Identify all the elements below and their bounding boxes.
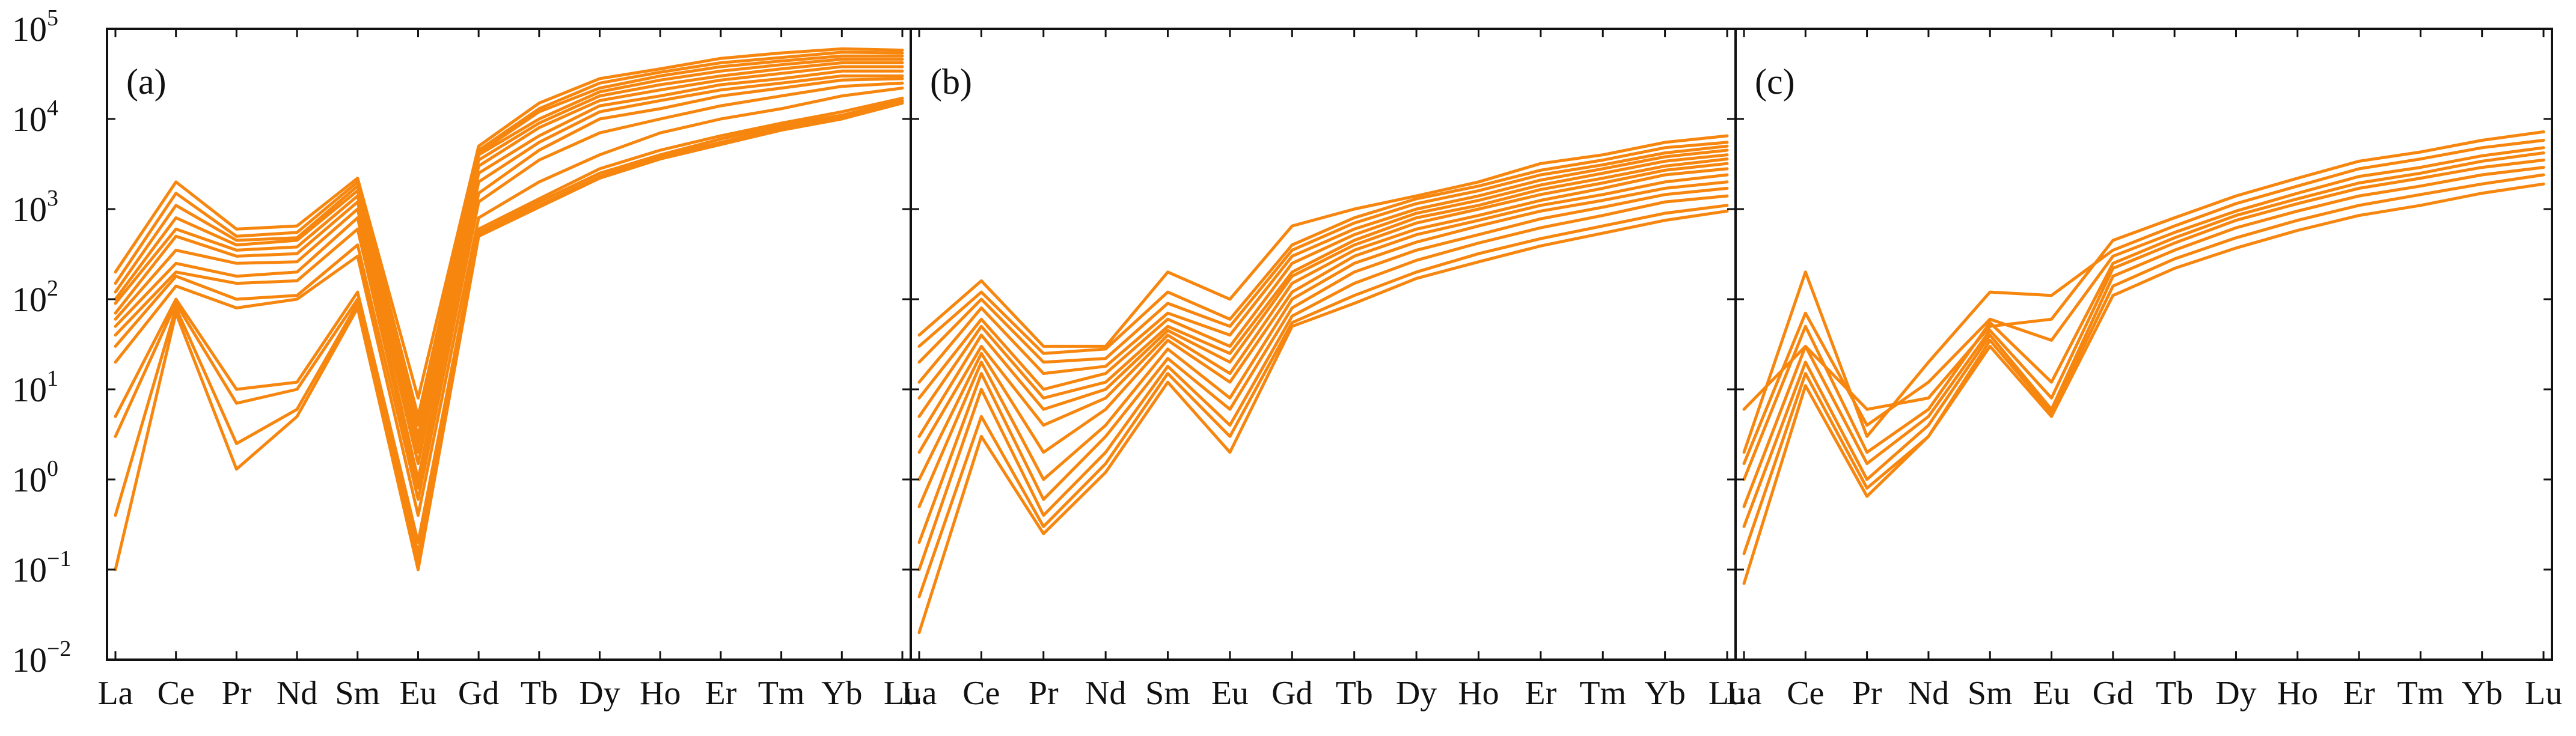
series-line — [1742, 182, 2545, 585]
series-line — [114, 87, 904, 517]
x-tick-label: Dy — [579, 675, 620, 712]
series-line — [114, 96, 904, 544]
series-line — [114, 102, 904, 571]
x-tick-label: Nd — [1085, 675, 1126, 712]
x-tick-label: Gd — [458, 675, 499, 712]
series-line — [114, 65, 904, 454]
panel-c: La Ce Pr Nd Sm Eu Gd Tb Dy Ho Er Tm Yb Lu (c) — [1726, 28, 2562, 712]
x-tick-label: Dy — [1396, 675, 1437, 712]
series-line — [1742, 130, 2545, 411]
x-tick-label: Gd — [1271, 675, 1312, 712]
series-group — [1742, 130, 2545, 585]
x-tick-label: Sm — [1145, 675, 1190, 712]
series-line — [917, 162, 1729, 438]
x-tick-label: Lu — [884, 675, 921, 712]
x-tick-label: Yb — [1644, 675, 1685, 712]
series-line — [114, 81, 904, 501]
series-line — [917, 167, 1729, 454]
y-tick-label: 10−2 — [12, 636, 71, 680]
x-tick-label: Tb — [521, 675, 558, 712]
x-tick-label: Er — [2343, 675, 2375, 712]
x-tick-label: Sm — [1968, 675, 2013, 712]
x-tick-label: Eu — [1211, 675, 1249, 712]
y-tick-label: 103 — [12, 186, 58, 229]
series-line — [1742, 139, 2545, 454]
series-line — [1742, 166, 2545, 528]
x-tick-label: Nd — [1908, 675, 1949, 712]
x-tick-label: Ce — [1787, 675, 1824, 712]
series-line — [114, 99, 904, 556]
x-tick-label: La — [97, 675, 133, 712]
series-group — [917, 134, 1729, 634]
series-line — [1742, 173, 2545, 556]
x-tick-label: Gd — [2093, 675, 2134, 712]
x-tick-label: Ce — [158, 675, 195, 712]
series-line — [917, 194, 1729, 571]
x-tick-label: Tm — [758, 675, 805, 712]
x-tick-label: La — [901, 675, 937, 712]
panel-a: La Ce Pr Nd Sm Eu Gd Tb Dy Ho Er Tm Yb Lu (a) — [97, 28, 921, 712]
x-tick-label: Tb — [2156, 675, 2193, 712]
series-line — [917, 144, 1729, 364]
x-tick-label: Ho — [2277, 675, 2318, 712]
series-line — [917, 134, 1729, 348]
series-line — [917, 173, 1729, 481]
x-tick-label: Yb — [821, 675, 862, 712]
series-line — [917, 141, 1729, 355]
series-line — [917, 153, 1729, 400]
x-tick-label: Pr — [1029, 675, 1059, 712]
series-line — [114, 74, 904, 481]
x-tick-label: Eu — [2033, 675, 2070, 712]
x-tick-label: Eu — [399, 675, 436, 712]
series-line — [1742, 151, 2545, 481]
y-tick-label: 101 — [12, 366, 58, 409]
x-tick-label: Tm — [2397, 675, 2444, 712]
series-line — [917, 157, 1729, 418]
x-tick-label: Pr — [1852, 675, 1882, 712]
series-line — [1742, 158, 2545, 508]
y-tick-label: 102 — [12, 276, 58, 319]
x-tick-label: Dy — [2215, 675, 2256, 712]
plot-frame — [106, 28, 2553, 661]
x-tick-label: Er — [1525, 675, 1556, 712]
series-line — [114, 69, 904, 466]
x-tick-label: Ho — [640, 675, 681, 712]
x-tick-label: Ho — [1458, 675, 1499, 712]
series-line — [917, 186, 1729, 544]
x-tick-label: Tm — [1579, 675, 1626, 712]
panel-b: La Ce Pr Nd Sm Eu Gd Tb Dy Ho Er Tm Yb Lu (b) — [901, 28, 1746, 712]
panel-label: (c) — [1755, 62, 1795, 102]
series-line — [917, 204, 1729, 598]
x-tick-label: Ce — [962, 675, 1000, 712]
series-line — [114, 77, 904, 490]
series-line — [114, 61, 904, 445]
x-tick-label: Nd — [277, 675, 317, 712]
series-line — [917, 209, 1729, 634]
x-tick-label: La — [1726, 675, 1761, 712]
series-line — [114, 54, 904, 427]
x-tick-label: Lu — [1709, 675, 1746, 712]
x-tick-label: Tb — [1336, 675, 1373, 712]
x-tick-label: Sm — [335, 675, 380, 712]
x-tick-label: Pr — [221, 675, 251, 712]
series-line — [114, 47, 904, 400]
x-tick-label: Yb — [2461, 675, 2502, 712]
series-line — [114, 58, 904, 438]
y-tick-label: 10−1 — [12, 546, 71, 589]
y-tick-label: 104 — [12, 96, 58, 139]
y-tick-label: 105 — [12, 5, 58, 49]
panel-label: (b) — [930, 62, 972, 102]
y-tick-label: 100 — [12, 456, 58, 499]
series-line — [917, 148, 1729, 384]
series-line — [1742, 146, 2545, 466]
series-line — [114, 100, 904, 564]
series-line — [114, 50, 904, 418]
series-line — [917, 180, 1729, 508]
x-tick-label: Er — [705, 675, 736, 712]
series-group — [114, 47, 904, 571]
panel-label: (a) — [126, 62, 167, 102]
x-tick-label: Lu — [2525, 675, 2562, 712]
